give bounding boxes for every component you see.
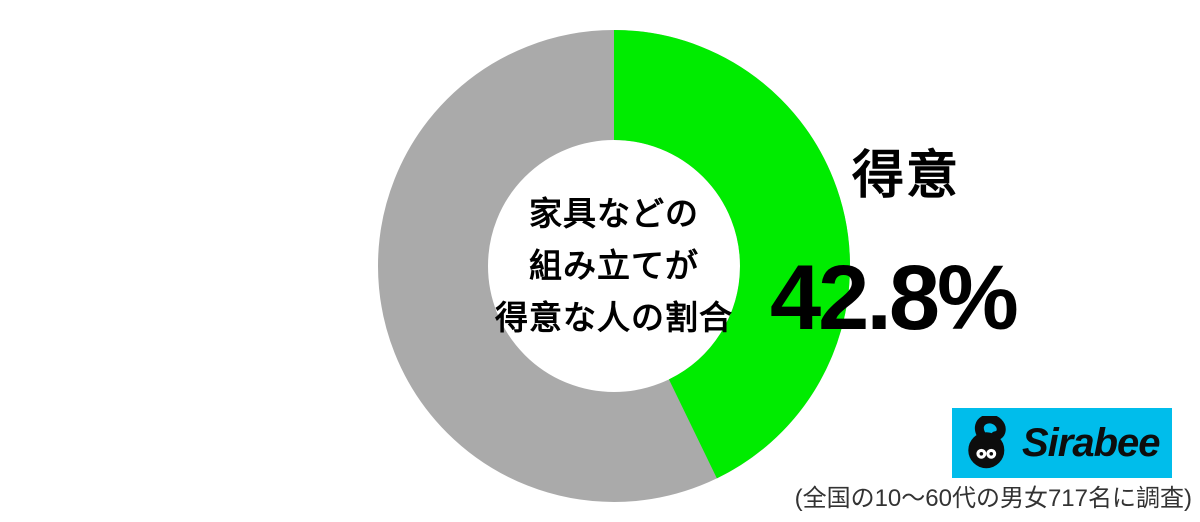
highlight-slice-value: 42.8%	[770, 247, 1019, 349]
donut-center-title: 家具などの 組み立てが 得意な人の割合	[454, 188, 774, 344]
survey-caption: (全国の10〜60代の男女717名に調査)	[794, 485, 1192, 512]
sirabee-mascot-icon	[968, 416, 1006, 469]
center-title-line-1: 家具などの	[529, 195, 699, 232]
highlight-slice-label: 得意	[852, 147, 961, 205]
sirabee-logo-text: Sirabee	[1022, 420, 1161, 465]
center-title-line-3: 得意な人の割合	[495, 299, 733, 336]
sirabee-logo: Sirabee	[952, 408, 1172, 478]
donut-slice-highlight	[378, 30, 850, 502]
center-title-line-2: 組み立てが	[529, 247, 699, 284]
